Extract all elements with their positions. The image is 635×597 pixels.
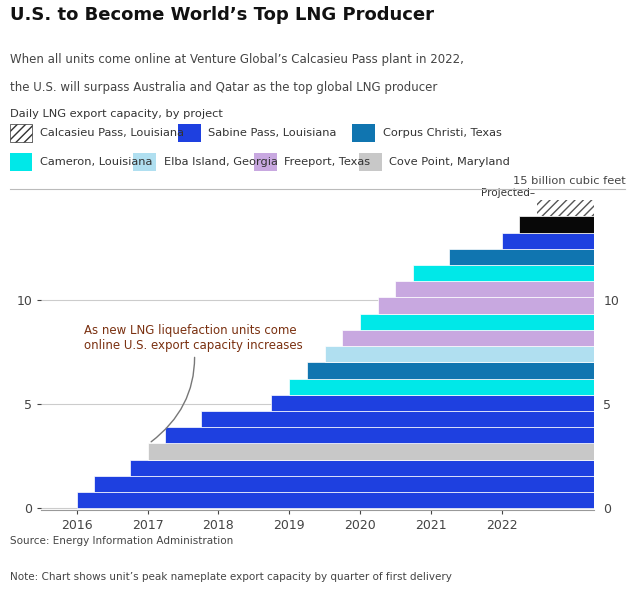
Bar [360,313,594,330]
Text: Corpus Christi, Texas: Corpus Christi, Texas [383,128,502,138]
Text: Daily LNG export capacity, by project: Daily LNG export capacity, by project [10,109,222,119]
Bar [307,362,594,378]
Bar [324,346,594,362]
Bar [502,233,594,249]
Bar [178,124,201,142]
Text: Cameron, Louisiana: Cameron, Louisiana [40,157,152,167]
Text: the U.S. will surpass Australia and Qatar as the top global LNG producer: the U.S. will surpass Australia and Qata… [10,81,437,94]
Text: Cove Point, Maryland: Cove Point, Maryland [389,157,510,167]
Bar [396,281,594,297]
Bar [342,330,594,346]
Text: Note: Chart shows unit’s peak nameplate export capacity by quarter of first deli: Note: Chart shows unit’s peak nameplate … [10,573,451,582]
Text: Sabine Pass, Louisiana: Sabine Pass, Louisiana [208,128,337,138]
Text: Source: Energy Information Administration: Source: Energy Information Administratio… [10,537,233,546]
Bar [10,153,32,171]
Bar [165,427,594,444]
Text: Calcasieu Pass, Louisiana: Calcasieu Pass, Louisiana [40,128,184,138]
Bar [378,297,594,313]
Text: Elba Island, Georgia: Elba Island, Georgia [164,157,277,167]
Bar [271,395,594,411]
Bar [254,153,277,171]
Bar [519,216,594,233]
Bar [10,124,32,142]
Bar [95,476,594,492]
Text: U.S. to Become World’s Top LNG Producer: U.S. to Become World’s Top LNG Producer [10,5,434,24]
Text: As new LNG liquefaction units come
online U.S. export capacity increases: As new LNG liquefaction units come onlin… [84,324,302,442]
Bar [133,153,156,171]
Bar [130,460,594,476]
Bar [77,492,594,509]
Bar [201,411,594,427]
Bar [359,153,382,171]
Bar [537,200,594,216]
Bar [448,249,594,265]
Bar [147,444,594,460]
Text: Freeport, Texas: Freeport, Texas [284,157,371,167]
Bar [537,200,594,216]
Text: 15 billion cubic feet: 15 billion cubic feet [512,176,625,186]
Bar [352,124,375,142]
Bar [289,378,594,395]
Bar [413,265,594,281]
Text: When all units come online at Venture Global’s Calcasieu Pass plant in 2022,: When all units come online at Venture Gl… [10,53,464,66]
Text: Projected–: Projected– [481,188,535,198]
